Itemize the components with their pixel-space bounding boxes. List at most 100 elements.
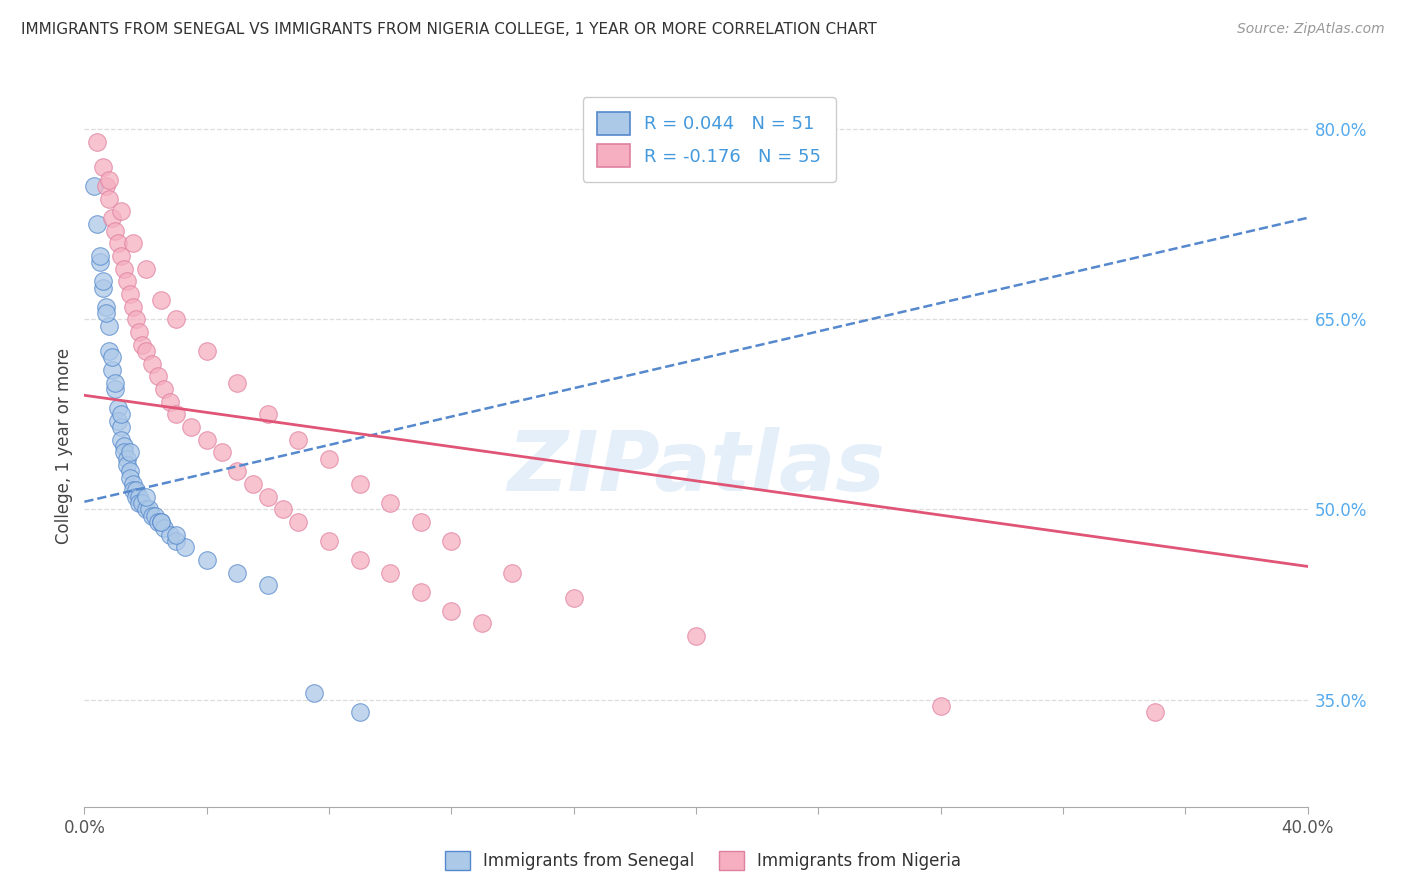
Point [128, 490, 150, 504]
Point [101, 211, 124, 225]
Point [685, 629, 707, 643]
Point [195, 433, 218, 447]
Point [302, 686, 325, 700]
Point [120, 464, 142, 478]
Point [97, 173, 120, 187]
Point [91, 274, 114, 288]
Point [318, 534, 340, 549]
Text: ZIPatlas: ZIPatlas [508, 427, 884, 508]
Point [110, 433, 132, 447]
Point [122, 300, 145, 314]
Point [211, 445, 233, 459]
Point [115, 451, 138, 466]
Point [112, 439, 135, 453]
Point [271, 502, 294, 516]
Point [165, 527, 187, 541]
Point [115, 274, 138, 288]
Point [110, 407, 132, 421]
Point [128, 325, 150, 339]
Point [141, 357, 163, 371]
Text: IMMIGRANTS FROM SENEGAL VS IMMIGRANTS FROM NIGERIA COLLEGE, 1 YEAR OR MORE CORRE: IMMIGRANTS FROM SENEGAL VS IMMIGRANTS FR… [21, 22, 877, 37]
Legend: R = 0.044   N = 51, R = -0.176   N = 55: R = 0.044 N = 51, R = -0.176 N = 55 [582, 97, 835, 182]
Point [104, 223, 127, 237]
Text: Source: ZipAtlas.com: Source: ZipAtlas.com [1237, 22, 1385, 37]
Point [135, 261, 157, 276]
Point [125, 483, 148, 498]
Point [110, 249, 132, 263]
Point [174, 541, 197, 555]
Point [94, 306, 117, 320]
Point [120, 286, 142, 301]
Point [141, 508, 163, 523]
Point [1143, 705, 1166, 719]
Point [471, 616, 494, 631]
Point [159, 394, 181, 409]
Point [86, 217, 108, 231]
Point [86, 135, 108, 149]
Point [257, 578, 280, 592]
Point [502, 566, 524, 580]
Point [165, 407, 187, 421]
Point [122, 236, 145, 251]
Point [146, 515, 169, 529]
Point [149, 293, 172, 308]
Point [104, 376, 127, 390]
Point [128, 496, 150, 510]
Legend: Immigrants from Senegal, Immigrants from Nigeria: Immigrants from Senegal, Immigrants from… [437, 844, 969, 877]
Point [101, 351, 124, 365]
Point [97, 318, 120, 333]
Point [91, 280, 114, 294]
Point [107, 401, 129, 415]
Point [149, 515, 172, 529]
Point [94, 300, 117, 314]
Point [440, 534, 463, 549]
Point [226, 566, 249, 580]
Point [107, 236, 129, 251]
Point [112, 445, 135, 459]
Point [91, 160, 114, 174]
Point [131, 496, 153, 510]
Point [380, 496, 402, 510]
Point [112, 261, 135, 276]
Point [242, 477, 264, 491]
Point [349, 477, 371, 491]
Point [97, 192, 120, 206]
Point [135, 343, 157, 358]
Point [94, 179, 117, 194]
Point [120, 445, 142, 459]
Point [153, 521, 176, 535]
Point [349, 553, 371, 567]
Point [409, 515, 432, 529]
Point [440, 604, 463, 618]
Point [226, 464, 249, 478]
Point [110, 420, 132, 434]
Point [110, 204, 132, 219]
Point [146, 369, 169, 384]
Point [138, 502, 160, 516]
Point [195, 343, 218, 358]
Point [122, 477, 145, 491]
Y-axis label: College, 1 year or more: College, 1 year or more [55, 348, 73, 544]
Point [380, 566, 402, 580]
Point [135, 490, 157, 504]
Point [153, 382, 176, 396]
Point [131, 337, 153, 351]
Point [89, 255, 111, 269]
Point [107, 414, 129, 428]
Point [115, 458, 138, 472]
Point [125, 490, 148, 504]
Point [195, 553, 218, 567]
Point [159, 527, 181, 541]
Point [226, 376, 249, 390]
Point [135, 502, 157, 516]
Point [165, 534, 187, 549]
Point [349, 705, 371, 719]
Point [287, 433, 309, 447]
Point [929, 698, 952, 713]
Point [83, 179, 105, 194]
Point [287, 515, 309, 529]
Point [122, 483, 145, 498]
Point [143, 508, 166, 523]
Point [257, 407, 280, 421]
Point [89, 249, 111, 263]
